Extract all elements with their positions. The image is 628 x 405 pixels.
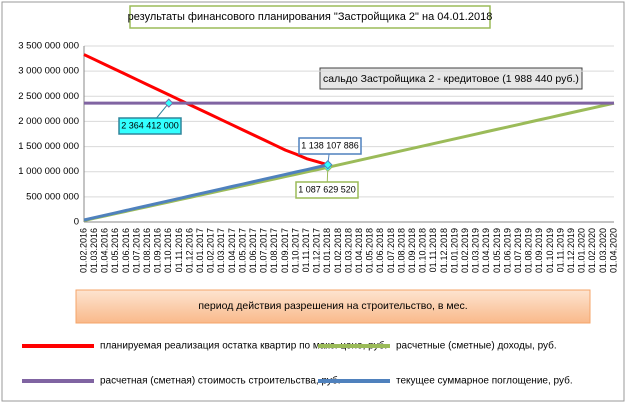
x-tick-label: 01.12.2018 [439, 228, 449, 273]
value-label-box [298, 137, 362, 155]
x-tick-label: 01.08.2017 [269, 228, 279, 273]
y-tick-label: 3 000 000 000 [18, 66, 79, 77]
x-tick-label: 01.09.2016 [153, 228, 163, 273]
x-tick-label: 01.02.2018 [333, 228, 343, 273]
value-label-box [295, 181, 359, 199]
x-tick-label: 01.10.2019 [545, 228, 555, 273]
y-tick-label: 2 500 000 000 [18, 91, 79, 102]
x-tick-label: 01.06.2016 [121, 228, 131, 273]
x-tick-label: 01.02.2016 [78, 228, 88, 273]
x-tick-label: 01.11.2017 [301, 228, 311, 272]
x-tick-label: 01.03.2017 [216, 228, 226, 273]
value-label: 2 364 412 000 [121, 120, 179, 130]
x-tick-label: 01.01.2018 [322, 228, 332, 273]
x-tick-label: 01.11.2019 [555, 228, 565, 272]
x-label-box [75, 289, 591, 324]
legend-label: расчетные (сметные) доходы, руб. [396, 340, 557, 352]
annotation-box [319, 67, 583, 90]
x-tick-label: 01.04.2016 [100, 228, 110, 273]
legend-label: расчетная (сметная) стоимость строительс… [100, 375, 341, 387]
y-tick-label: 2 000 000 000 [18, 116, 79, 127]
x-tick-label: 01.08.2019 [524, 228, 534, 273]
x-tick-label: 01.06.2018 [375, 228, 385, 273]
x-tick-label: 01.05.2017 [237, 228, 247, 273]
x-tick-label: 01.07.2018 [386, 228, 396, 273]
x-tick-label: 01.02.2019 [460, 228, 470, 273]
x-tick-label: 01.12.2017 [312, 228, 322, 273]
x-tick-label: 01.01.2019 [449, 228, 459, 273]
x-tick-label: 01.03.2018 [343, 228, 353, 273]
x-tick-label: 01.03.2016 [89, 228, 99, 273]
chart-title: результаты финансового планирования "Зас… [128, 11, 493, 23]
x-tick-label: 01.04.2019 [481, 228, 491, 273]
x-tick-label: 01.05.2018 [365, 228, 375, 273]
point-marker [323, 160, 333, 170]
x-tick-label: 01.01.2017 [195, 228, 205, 273]
x-tick-label: 01.12.2019 [566, 228, 576, 273]
x-tick-label: 01.03.2020 [598, 228, 608, 273]
x-tick-label: 01.07.2019 [513, 228, 523, 273]
x-tick-label: 01.06.2017 [248, 228, 258, 273]
x-tick-label: 01.10.2017 [290, 228, 300, 273]
y-tick-label: 500 000 000 [26, 191, 79, 202]
series-line [83, 163, 329, 222]
x-tick-label: 01.05.2016 [110, 228, 120, 273]
series-line [83, 53, 329, 167]
x-tick-label: 01.09.2017 [280, 228, 290, 273]
x-tick-label: 01.02.2020 [587, 228, 597, 273]
x-tick-label: 01.11.2016 [174, 228, 184, 272]
x-axis-label: период действия разрешения на строительс… [198, 300, 467, 312]
y-tick-label: 3 500 000 000 [18, 41, 79, 52]
x-tick-label: 01.02.2017 [206, 228, 216, 273]
x-tick-label: 01.06.2019 [502, 228, 512, 273]
x-tick-label: 01.12.2016 [184, 228, 194, 273]
value-label-box [118, 117, 182, 135]
title-box [129, 5, 491, 29]
legend-label: текущее суммарное поглощение, руб. [396, 375, 573, 387]
legend-label: планируемая реализация остатка квартир п… [100, 340, 387, 352]
x-tick-label: 01.11.2018 [428, 228, 438, 272]
x-tick-label: 01.04.2018 [354, 228, 364, 273]
value-label: 1 138 107 886 [301, 140, 359, 150]
x-tick-label: 01.04.2017 [227, 228, 237, 273]
x-tick-label: 01.08.2016 [142, 228, 152, 273]
point-marker [164, 98, 174, 108]
x-tick-label: 01.07.2016 [131, 228, 141, 273]
x-tick-label: 01.08.2018 [396, 228, 406, 273]
x-tick-label: 01.10.2018 [418, 228, 428, 273]
x-tick-label: 01.10.2016 [163, 228, 173, 273]
value-label: 1 087 629 520 [298, 184, 356, 194]
y-tick-label: 1 000 000 000 [18, 166, 79, 177]
y-tick-label: 0 [74, 217, 79, 228]
x-tick-label: 01.01.2020 [577, 228, 587, 273]
x-tick-label: 01.03.2019 [471, 228, 481, 273]
y-tick-label: 1 500 000 000 [18, 141, 79, 152]
x-tick-label: 01.07.2017 [259, 228, 269, 273]
x-tick-label: 01.05.2019 [492, 228, 502, 273]
x-tick-label: 01.09.2019 [534, 228, 544, 273]
x-tick-label: 01.09.2018 [407, 228, 417, 273]
annotation: сальдо Застройщика 2 - кредитовое (1 988… [323, 73, 579, 85]
x-tick-label: 01.04.2020 [608, 228, 618, 273]
